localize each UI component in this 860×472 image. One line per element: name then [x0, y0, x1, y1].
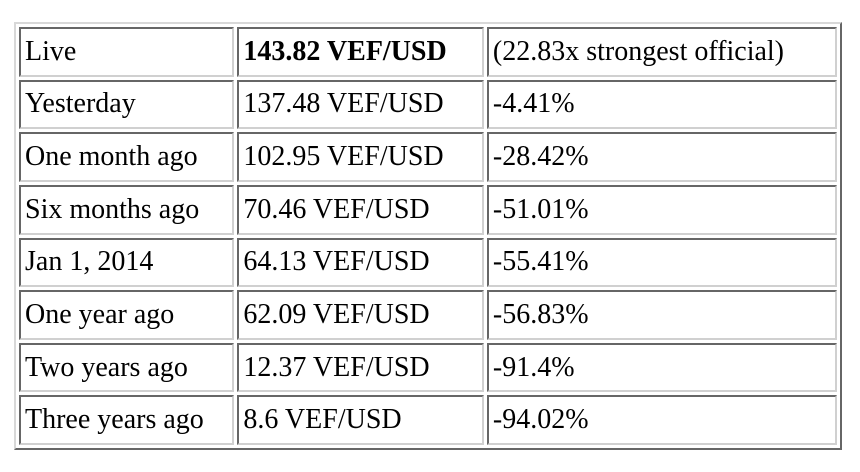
change-value: -94.02%: [486, 395, 837, 445]
rate-value: 70.46 VEF/USD: [237, 184, 484, 235]
rate-value: 8.6 VEF/USD: [237, 395, 484, 445]
period-label: Six months ago: [19, 184, 235, 235]
table-row-one-year-ago: One year ago 62.09 VEF/USD -56.83%: [19, 290, 837, 340]
change-value: -51.01%: [486, 184, 837, 235]
period-label: One year ago: [19, 290, 235, 340]
rate-value: 102.95 VEF/USD: [237, 132, 484, 182]
change-value: -28.42%: [486, 132, 837, 182]
table-row-jan-1-2014: Jan 1, 2014 64.13 VEF/USD -55.41%: [19, 237, 837, 288]
period-label: Yesterday: [19, 79, 235, 130]
live-rate-value: 143.82 VEF/USD: [237, 27, 484, 77]
period-label: Two years ago: [19, 342, 235, 393]
period-label: Three years ago: [19, 395, 235, 445]
table-row-live: Live 143.82 VEF/USD (22.83x strongest of…: [19, 27, 837, 77]
change-value: -56.83%: [486, 290, 837, 340]
table-row-three-years-ago: Three years ago 8.6 VEF/USD -94.02%: [19, 395, 837, 445]
change-value: (22.83x strongest official): [486, 27, 837, 77]
table-row-one-month-ago: One month ago 102.95 VEF/USD -28.42%: [19, 132, 837, 182]
rate-value: 137.48 VEF/USD: [237, 79, 484, 130]
exchange-rate-table: Live 143.82 VEF/USD (22.83x strongest of…: [14, 22, 842, 450]
rate-value: 64.13 VEF/USD: [237, 237, 484, 288]
change-value: -4.41%: [486, 79, 837, 130]
period-label: One month ago: [19, 132, 235, 182]
change-value: -91.4%: [486, 342, 837, 393]
rate-value: 62.09 VEF/USD: [237, 290, 484, 340]
table-row-six-months-ago: Six months ago 70.46 VEF/USD -51.01%: [19, 184, 837, 235]
period-label: Live: [19, 27, 235, 77]
period-label: Jan 1, 2014: [19, 237, 235, 288]
table-row-yesterday: Yesterday 137.48 VEF/USD -4.41%: [19, 79, 837, 130]
table-row-two-years-ago: Two years ago 12.37 VEF/USD -91.4%: [19, 342, 837, 393]
rate-value: 12.37 VEF/USD: [237, 342, 484, 393]
change-value: -55.41%: [486, 237, 837, 288]
